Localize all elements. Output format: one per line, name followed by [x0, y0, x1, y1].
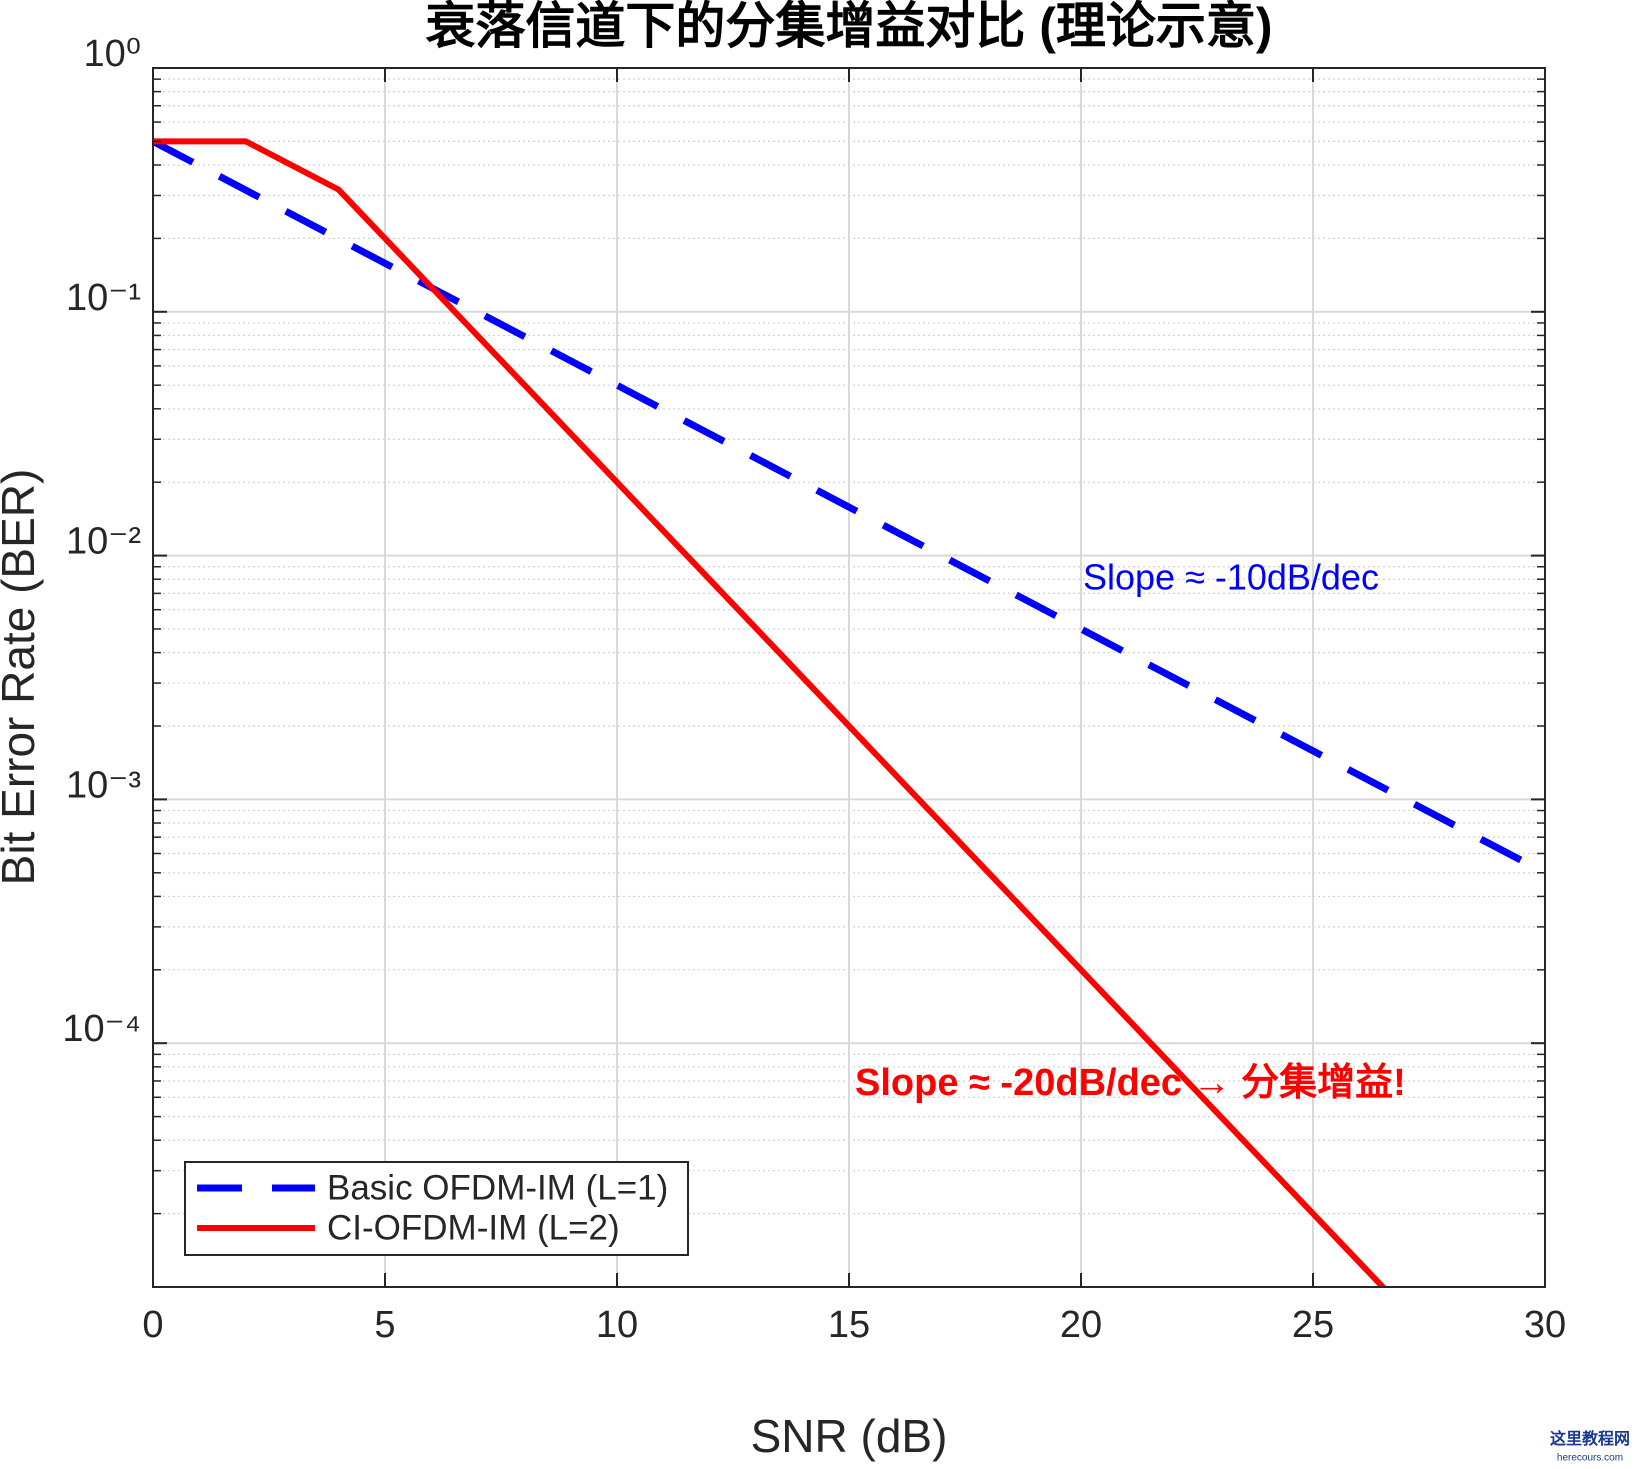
x-tick-label: 5 — [374, 1304, 395, 1346]
x-tick-label: 15 — [828, 1304, 870, 1346]
x-tick-label: 0 — [142, 1304, 163, 1346]
x-tick-label: 25 — [1292, 1304, 1334, 1346]
x-tick-label: 30 — [1524, 1304, 1566, 1346]
annotation: Slope ≈ -10dB/dec — [1083, 557, 1379, 598]
x-tick-label: 10 — [596, 1304, 638, 1346]
x-tick-label: 20 — [1060, 1304, 1102, 1346]
y-tick-label: 10⁻² — [66, 521, 141, 563]
y-tick-label: 10⁰ — [83, 33, 141, 75]
legend-box — [184, 1161, 689, 1256]
data-line — [153, 138, 1545, 876]
annotation: Slope ≈ -20dB/dec → 分集增益! — [855, 1062, 1406, 1104]
watermark: herecours.com — [1557, 1453, 1623, 1464]
y-tick-label: 10⁻¹ — [66, 277, 141, 319]
y-axis-label: Bit Error Rate (BER) — [0, 469, 44, 886]
watermark: 这里教程网 — [1550, 1429, 1630, 1448]
x-axis-label: SNR (dB) — [751, 1410, 948, 1462]
legend-label: Basic OFDM-IM (L=1) — [327, 1168, 668, 1207]
y-tick-label: 10⁻³ — [66, 764, 141, 806]
data-line — [153, 138, 1387, 1287]
y-tick-label: 10⁻⁴ — [62, 1008, 141, 1050]
chart-title: 衰落信道下的分集增益对比 (理论示意) — [425, 0, 1272, 54]
legend-label: CI-OFDM-IM (L=2) — [327, 1208, 620, 1247]
